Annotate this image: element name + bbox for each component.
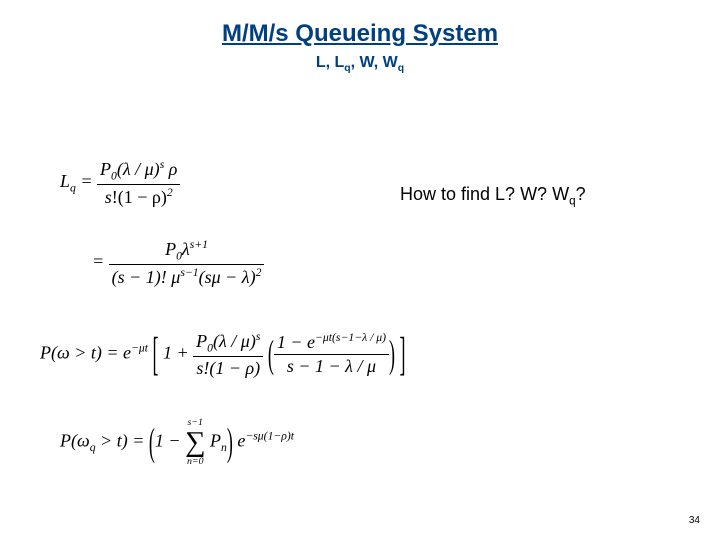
lq1-den-a: s [105,187,112,207]
question-text: How to find L? W? Wq? [400,184,586,208]
formula-p-omega-gt-t: P(ω > t) = e−μt [ 1 + P0(λ / μ)s s!(1 − … [40,330,406,379]
pwt-rparen: ) [389,334,395,374]
slide-title: M/M/s Queueing System [0,20,720,48]
lq1-eq: = [76,171,97,191]
formula-p-omega-q-gt-t: P(ωq > t) = (1 − s−1 ∑ n=0 Pn) e−sμ(1−ρ)… [60,418,294,467]
lq2-num-a: P [165,239,176,259]
pwt-right-num-sup: −μt(s−1−λ / μ) [315,331,386,344]
question-prefix: How to find L? W? W [400,184,569,204]
lq1-num-a: P [100,159,111,179]
pwt-rbracket: ] [400,331,406,378]
lq2-eq: = [92,251,109,271]
pwt-lparen: ( [268,334,274,374]
pwq-sum: s−1 ∑ n=0 [185,418,206,467]
lq2-fraction: P0λs+1 (s − 1)! μs−1(sμ − λ)2 [109,238,265,288]
pwq-one-minus: 1 − [155,430,185,450]
pwt-lhs-b: (ω > t) = e [51,342,131,362]
pwt-mid-num-b: (λ / μ) [213,331,256,351]
lq2-num-b-sup: s+1 [190,238,208,251]
pwt-mid-num-b-sup: s [256,330,261,343]
pwt-right-num-a: 1 − e [277,332,315,352]
pwt-mid-den: s!(1 − ρ) [196,358,260,378]
pwq-sum-term-a: P [206,430,222,450]
pwt-one-plus: 1 + [163,342,193,362]
subtitle-mid: , W, W [351,54,398,71]
slide-subtitle: L, Lq, W, Wq [0,54,720,74]
pwq-sum-sym: ∑ [185,428,206,457]
lq2-den-b: (sμ − λ) [199,267,256,287]
pwq-lparen: ( [149,423,155,463]
lq1-den-b-sup: 2 [167,186,173,199]
pwq-exp-sup: −sμ(1−ρ)t [245,429,294,442]
formula-lq-line1: Lq = P0(λ / μ)s ρ s!(1 − ρ)2 [60,158,180,208]
pwt-mid-num-a: P [196,331,207,351]
lq1-den-b: !(1 − ρ) [112,187,167,207]
pwt-lhs-sup: −μt [131,341,148,354]
lq1-num-b: (λ / μ) [117,159,160,179]
lq1-lhs-var: L [60,171,70,191]
lq1-num-c: ρ [164,159,177,179]
pwq-rparen: ) [227,423,233,463]
pwt-right-den: s − 1 − λ / μ [287,356,376,376]
pwt-right-fraction: 1 − e−μt(s−1−λ / μ) s − 1 − λ / μ [274,331,389,377]
pwq-sum-bot: n=0 [185,457,206,467]
lq1-fraction: P0(λ / μ)s ρ s!(1 − ρ)2 [97,158,180,208]
pwq-lhs-c: > t) = [96,430,149,450]
pwq-lhs-b: (ω [71,430,90,450]
subtitle-prefix: L, L [316,54,344,71]
question-suffix: ? [576,184,586,204]
pwt-mid-fraction: P0(λ / μ)s s!(1 − ρ) [193,330,263,379]
pwq-lhs-a: P [60,430,71,450]
pwt-lbracket: [ [153,331,159,378]
lq2-den-a-sup: s−1 [180,266,198,279]
lq2-num-b: λ [182,239,190,259]
page-number: 34 [689,515,700,526]
pwt-lhs-a: P [40,342,51,362]
lq2-den-a: (s − 1)! μ [112,267,181,287]
lq2-den-b-sup: 2 [256,266,262,279]
formula-lq-line2: = P0λs+1 (s − 1)! μs−1(sμ − λ)2 [92,238,264,288]
subtitle-sub2: q [398,63,404,74]
